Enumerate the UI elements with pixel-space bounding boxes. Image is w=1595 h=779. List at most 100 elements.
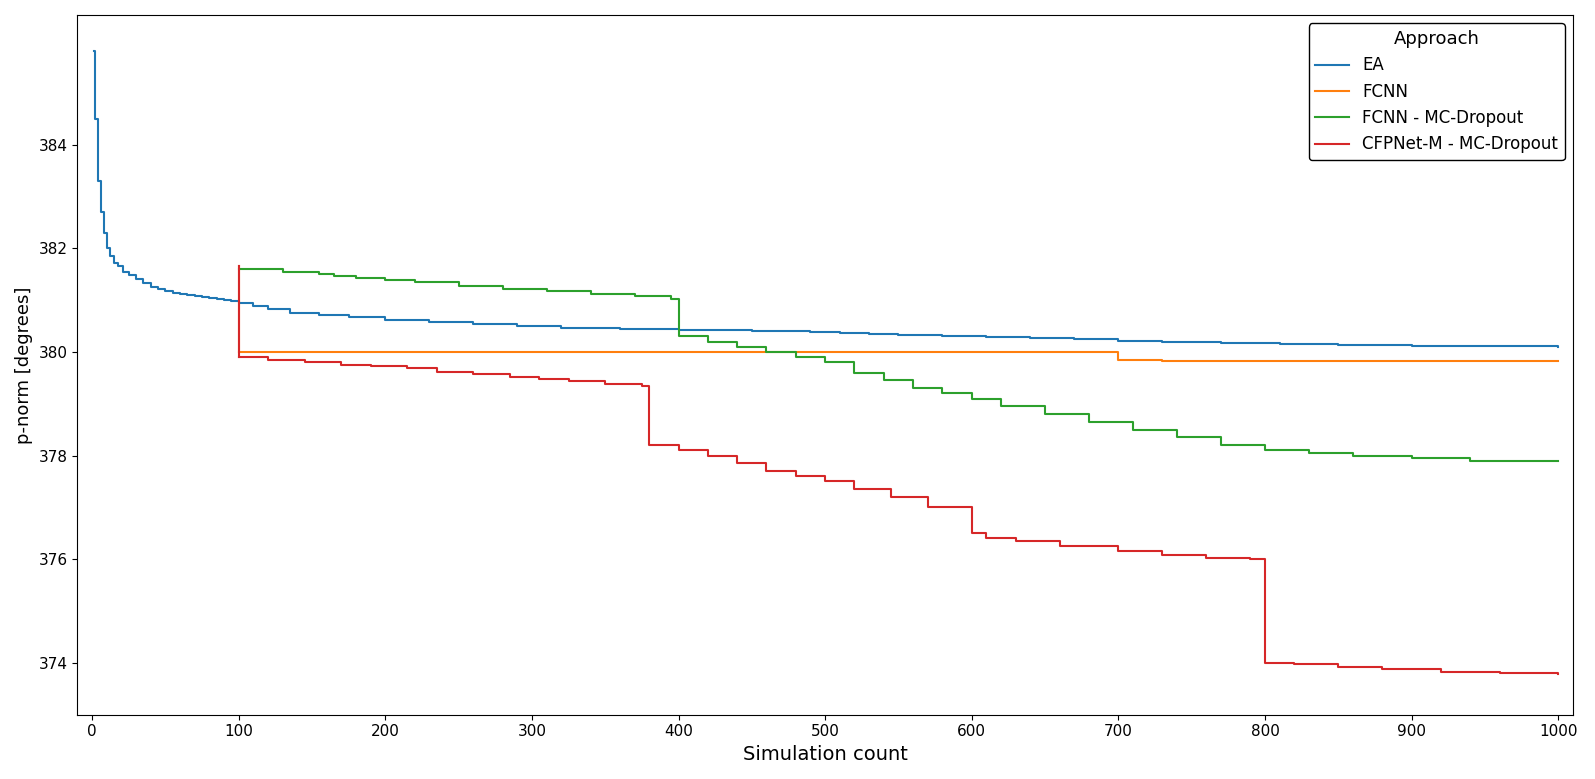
- CFPNet-M - MC-Dropout: [427, 367, 447, 376]
- FCNN: [742, 347, 761, 357]
- EA: [1549, 342, 1568, 351]
- FCNN - MC-Dropout: [1461, 456, 1480, 465]
- FCNN - MC-Dropout: [1343, 451, 1362, 460]
- FCNN - MC-Dropout: [581, 289, 600, 298]
- CFPNet-M - MC-Dropout: [845, 485, 864, 494]
- CFPNet-M - MC-Dropout: [1284, 660, 1303, 669]
- CFPNet-M - MC-Dropout: [1490, 668, 1509, 678]
- Line: FCNN - MC-Dropout: FCNN - MC-Dropout: [239, 269, 1558, 460]
- FCNN: [1402, 357, 1421, 366]
- FCNN - MC-Dropout: [1300, 448, 1319, 457]
- CFPNet-M - MC-Dropout: [1255, 658, 1274, 668]
- EA: [140, 282, 160, 291]
- FCNN: [699, 347, 718, 357]
- FCNN: [1153, 357, 1172, 366]
- FCNN - MC-Dropout: [538, 287, 557, 296]
- FCNN - MC-Dropout: [1212, 441, 1231, 450]
- FCNN: [962, 347, 981, 357]
- FCNN - MC-Dropout: [815, 358, 834, 367]
- CFPNet-M - MC-Dropout: [786, 471, 805, 481]
- CFPNet-M - MC-Dropout: [976, 534, 995, 543]
- FCNN - MC-Dropout: [493, 284, 512, 294]
- FCNN: [303, 347, 322, 357]
- Line: EA: EA: [94, 51, 1558, 347]
- FCNN - MC-Dropout: [1168, 433, 1187, 442]
- EA: [193, 292, 212, 301]
- FCNN - MC-Dropout: [346, 273, 365, 283]
- FCNN - MC-Dropout: [625, 292, 644, 301]
- EA: [85, 47, 104, 56]
- CFPNet-M - MC-Dropout: [962, 529, 981, 538]
- EA: [120, 270, 139, 280]
- CFPNet-M - MC-Dropout: [595, 379, 614, 389]
- FCNN: [595, 347, 614, 357]
- CFPNet-M - MC-Dropout: [230, 352, 249, 361]
- FCNN: [376, 347, 396, 357]
- FCNN: [845, 347, 864, 357]
- CFPNet-M - MC-Dropout: [640, 441, 659, 450]
- FCNN - MC-Dropout: [273, 267, 292, 277]
- CFPNet-M - MC-Dropout: [1050, 541, 1069, 551]
- CFPNet-M - MC-Dropout: [397, 364, 416, 373]
- Line: FCNN: FCNN: [239, 352, 1558, 361]
- CFPNet-M - MC-Dropout: [1329, 662, 1348, 671]
- FCNN - MC-Dropout: [903, 383, 922, 393]
- CFPNet-M - MC-Dropout: [464, 369, 483, 379]
- FCNN: [1065, 347, 1085, 357]
- FCNN - MC-Dropout: [758, 347, 777, 357]
- FCNN - MC-Dropout: [309, 270, 329, 279]
- Y-axis label: p-norm [degrees]: p-norm [degrees]: [14, 286, 33, 443]
- FCNN - MC-Dropout: [933, 389, 952, 398]
- FCNN - MC-Dropout: [992, 402, 1011, 411]
- CFPNet-M - MC-Dropout: [632, 381, 651, 390]
- FCNN: [888, 347, 908, 357]
- CFPNet-M - MC-Dropout: [295, 358, 314, 367]
- FCNN: [933, 347, 952, 357]
- CFPNet-M - MC-Dropout: [332, 360, 351, 369]
- CFPNet-M - MC-Dropout: [815, 477, 834, 486]
- FCNN - MC-Dropout: [1402, 453, 1421, 463]
- Legend: EA, FCNN, FCNN - MC-Dropout, CFPNet-M - MC-Dropout: EA, FCNN, FCNN - MC-Dropout, CFPNet-M - …: [1308, 23, 1565, 160]
- FCNN: [450, 347, 469, 357]
- FCNN - MC-Dropout: [1549, 456, 1568, 465]
- CFPNet-M - MC-Dropout: [699, 451, 718, 460]
- FCNN - MC-Dropout: [1035, 410, 1054, 419]
- FCNN: [786, 347, 805, 357]
- CFPNet-M - MC-Dropout: [1196, 553, 1215, 562]
- CFPNet-M - MC-Dropout: [758, 467, 777, 476]
- FCNN - MC-Dropout: [1080, 418, 1099, 427]
- FCNN - MC-Dropout: [727, 342, 746, 351]
- Line: CFPNet-M - MC-Dropout: CFPNet-M - MC-Dropout: [239, 357, 1558, 675]
- FCNN - MC-Dropout: [662, 294, 681, 304]
- FCNN: [230, 347, 249, 357]
- CFPNet-M - MC-Dropout: [558, 377, 577, 386]
- FCNN: [1196, 357, 1215, 366]
- X-axis label: Simulation count: Simulation count: [743, 745, 908, 764]
- CFPNet-M - MC-Dropout: [668, 446, 687, 455]
- EA: [1153, 337, 1172, 346]
- CFPNet-M - MC-Dropout: [1109, 547, 1128, 556]
- FCNN - MC-Dropout: [1255, 446, 1274, 455]
- FCNN - MC-Dropout: [786, 352, 805, 361]
- CFPNet-M - MC-Dropout: [1431, 667, 1450, 676]
- FCNN - MC-Dropout: [376, 276, 396, 285]
- CFPNet-M - MC-Dropout: [919, 502, 938, 512]
- FCNN - MC-Dropout: [668, 332, 687, 341]
- CFPNet-M - MC-Dropout: [1241, 555, 1260, 564]
- FCNN - MC-Dropout: [324, 271, 343, 280]
- FCNN: [815, 347, 834, 357]
- CFPNet-M - MC-Dropout: [1006, 537, 1026, 546]
- FCNN: [1475, 357, 1495, 366]
- FCNN: [1329, 357, 1348, 366]
- FCNN - MC-Dropout: [1123, 425, 1142, 435]
- CFPNet-M - MC-Dropout: [1549, 670, 1568, 679]
- FCNN - MC-Dropout: [450, 281, 469, 291]
- FCNN: [1109, 355, 1128, 365]
- CFPNet-M - MC-Dropout: [1153, 551, 1172, 560]
- FCNN - MC-Dropout: [230, 264, 249, 273]
- FCNN - MC-Dropout: [874, 375, 893, 385]
- CFPNet-M - MC-Dropout: [501, 372, 520, 382]
- EA: [1461, 341, 1480, 351]
- FCNN - MC-Dropout: [699, 337, 718, 346]
- FCNN - MC-Dropout: [405, 278, 424, 287]
